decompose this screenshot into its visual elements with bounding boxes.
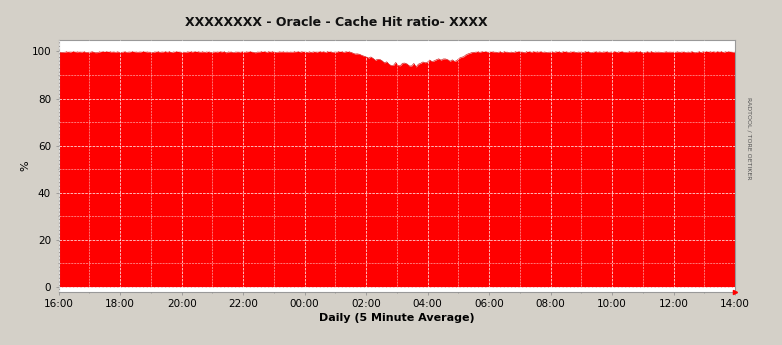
Y-axis label: %: % (20, 160, 30, 171)
X-axis label: Daily (5 Minute Average): Daily (5 Minute Average) (319, 313, 475, 323)
Text: RADTOOL / TORE OETIKER: RADTOOL / TORE OETIKER (747, 97, 752, 179)
Text: XXXXXXXX - Oracle - Cache Hit ratio- XXXX: XXXXXXXX - Oracle - Cache Hit ratio- XXX… (185, 16, 487, 29)
